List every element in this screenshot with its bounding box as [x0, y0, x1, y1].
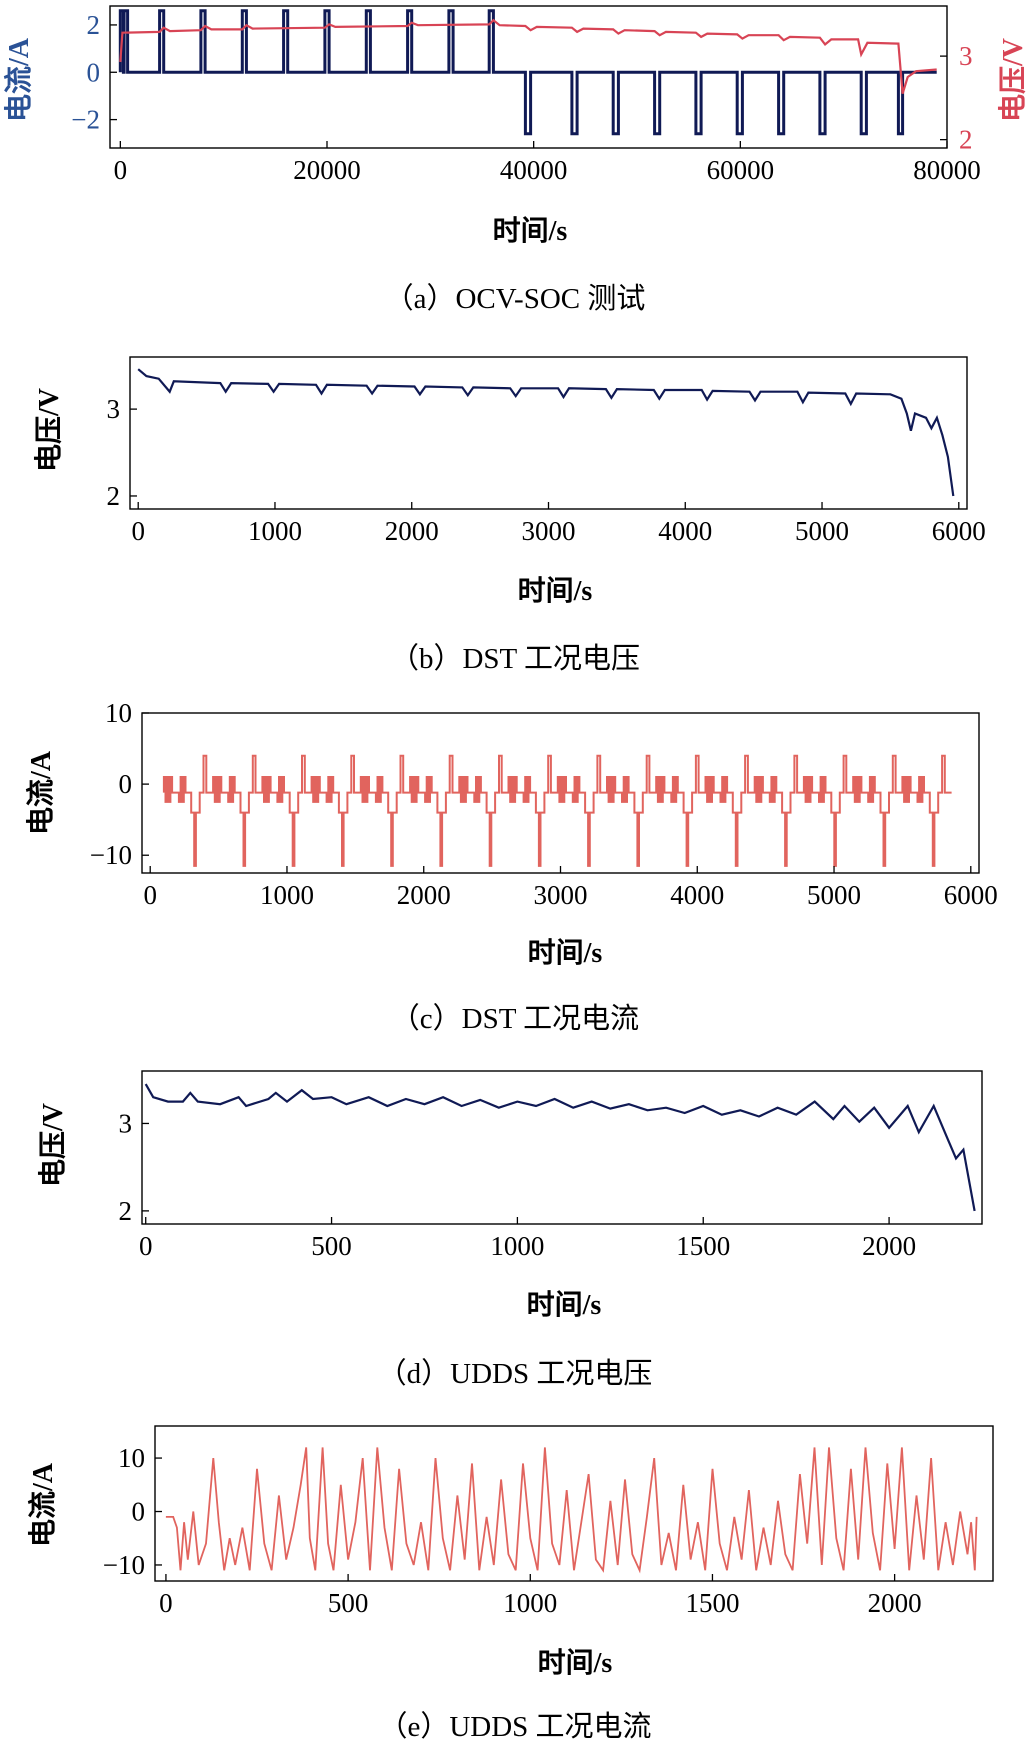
chart-d-frame — [141, 1070, 983, 1225]
chart-c-xtick-label: 0 — [143, 880, 157, 910]
chart-e-xtick-label: 500 — [328, 1588, 369, 1618]
chart-a-ytick-label: 0 — [87, 57, 101, 87]
chart-a-xtick-label: 60000 — [707, 155, 775, 185]
chart-d-xlabel: 时间/s — [527, 1289, 602, 1321]
chart-b-ytick-label: 3 — [107, 394, 121, 424]
chart-c-xtick-label: 3000 — [534, 880, 588, 910]
chart-c-xtick-label: 6000 — [944, 880, 998, 910]
chart-b-xtick-label: 6000 — [932, 516, 986, 546]
chart-b-y-ticks: 23 — [107, 394, 137, 511]
chart-c-ylabel: 电流/A — [25, 750, 57, 835]
chart-b-xlabel: 时间/s — [518, 575, 593, 607]
chart-b-xtick-label: 5000 — [795, 516, 849, 546]
chart-a-xtick-label: 40000 — [500, 155, 568, 185]
chart-e-ytick-label: 0 — [132, 1497, 146, 1527]
caption-d: （d）UDDS 工况电压 — [378, 1357, 653, 1390]
chart-c-series-current — [162, 754, 952, 867]
chart-c-xtick-label: 2000 — [397, 880, 451, 910]
chart-d-ytick-label: 3 — [119, 1108, 133, 1138]
chart-b-plot-area — [137, 368, 955, 497]
chart-a: 0 20000 40000 60000 80000 −202 23 时间/s 电流/A … — [3, 5, 1029, 247]
chart-a-xlabel: 时间/s — [493, 215, 568, 247]
chart-c-xtick-label: 1000 — [260, 880, 314, 910]
chart-e-ytick-label: 10 — [118, 1443, 145, 1473]
caption-c: （c）DST 工况电流 — [391, 1002, 639, 1035]
chart-c: 0 1000 2000 3000 4000 5000 6000 −10 0 10 时间/s 电流… — [25, 698, 998, 969]
chart-e-frame — [154, 1425, 994, 1582]
chart-d: 0 500 1000 1500 2000 23 时间/s 电压/V — [37, 1070, 983, 1321]
chart-a-y2tick-label: 2 — [959, 125, 973, 155]
chart-d-x-ticks: 0 500 1000 1500 2000 — [139, 1217, 916, 1261]
chart-e-xtick-label: 0 — [159, 1588, 173, 1618]
chart-d-y-ticks: 23 — [119, 1108, 149, 1226]
chart-c-ytick-label: −10 — [90, 840, 132, 870]
chart-e-xtick-label: 1500 — [685, 1588, 739, 1618]
chart-e-ylabel: 电流/A — [27, 1462, 59, 1547]
chart-b: 0 1000 2000 3000 4000 5000 6000 23 时间/s 电压/V — [33, 356, 986, 607]
chart-a-ylabel: 电流/A — [3, 37, 35, 122]
chart-a-plot-area — [118, 9, 937, 136]
chart-d-xtick-label: 0 — [139, 1231, 153, 1261]
chart-a-ytick-label: −2 — [71, 105, 100, 135]
chart-a-y-ticks: −2 0 2 — [71, 10, 117, 135]
chart-b-ylabel: 电压/V — [33, 388, 65, 472]
chart-a-x-ticks: 0 20000 40000 60000 80000 — [114, 141, 981, 185]
chart-a-xtick-label: 20000 — [293, 155, 361, 185]
chart-e-plot-area — [165, 1447, 978, 1574]
chart-b-xtick-label: 2000 — [385, 516, 439, 546]
chart-b-frame — [129, 356, 968, 510]
chart-a-frame — [109, 5, 948, 149]
chart-e: 0 500 1000 1500 2000 −10 0 10 时间/s 电流/A — [27, 1425, 994, 1679]
chart-b-xtick-label: 0 — [131, 516, 145, 546]
chart-e-xtick-label: 2000 — [868, 1588, 922, 1618]
chart-a-series-voltage — [119, 18, 937, 95]
chart-b-x-ticks: 0 1000 2000 3000 4000 5000 6000 — [131, 502, 986, 546]
chart-d-series-voltage — [144, 1083, 976, 1212]
chart-c-xlabel: 时间/s — [528, 937, 603, 969]
chart-e-x-ticks: 0 500 1000 1500 2000 — [159, 1574, 922, 1618]
chart-a-y2-ticks: 23 — [940, 41, 973, 155]
chart-d-ylabel: 电压/V — [37, 1103, 69, 1187]
chart-e-y-ticks: −10 0 10 — [103, 1443, 162, 1580]
caption-e: （e）UDDS 工况电流 — [378, 1710, 651, 1743]
chart-a-y2tick-label: 3 — [959, 41, 973, 71]
chart-c-ytick-label: 0 — [119, 769, 133, 799]
chart-e-xlabel: 时间/s — [538, 1647, 613, 1679]
chart-c-x-ticks: 0 1000 2000 3000 4000 5000 6000 — [143, 866, 998, 910]
chart-d-ytick-label: 2 — [119, 1196, 133, 1226]
chart-e-series-current — [165, 1447, 978, 1574]
chart-a-xtick-label: 0 — [114, 155, 128, 185]
chart-c-xtick-label: 5000 — [807, 880, 861, 910]
caption-b: （b）DST 工况电压 — [390, 642, 640, 675]
chart-b-xtick-label: 3000 — [522, 516, 576, 546]
chart-c-ytick-label: 10 — [105, 698, 132, 728]
chart-d-xtick-label: 1000 — [490, 1231, 544, 1261]
chart-b-ytick-label: 2 — [107, 481, 121, 511]
chart-c-y-ticks: −10 0 10 — [90, 698, 149, 870]
chart-e-ytick-label: −10 — [103, 1550, 145, 1580]
chart-d-xtick-label: 1500 — [676, 1231, 730, 1261]
chart-b-xtick-label: 1000 — [248, 516, 302, 546]
caption-a: （a）OCV-SOC 测试 — [385, 282, 646, 315]
chart-e-xtick-label: 1000 — [503, 1588, 557, 1618]
chart-a-xtick-label: 80000 — [913, 155, 981, 185]
chart-b-series-voltage — [137, 368, 955, 497]
chart-d-xtick-label: 2000 — [862, 1231, 916, 1261]
chart-a-series-current — [118, 9, 937, 136]
chart-c-plot-area — [162, 754, 952, 867]
chart-d-xtick-label: 500 — [311, 1231, 352, 1261]
chart-c-xtick-label: 4000 — [670, 880, 724, 910]
chart-a-ytick-label: 2 — [87, 10, 101, 40]
chart-a-y2label: 电压/V — [997, 38, 1029, 122]
chart-b-xtick-label: 4000 — [658, 516, 712, 546]
chart-d-plot-area — [144, 1083, 976, 1212]
